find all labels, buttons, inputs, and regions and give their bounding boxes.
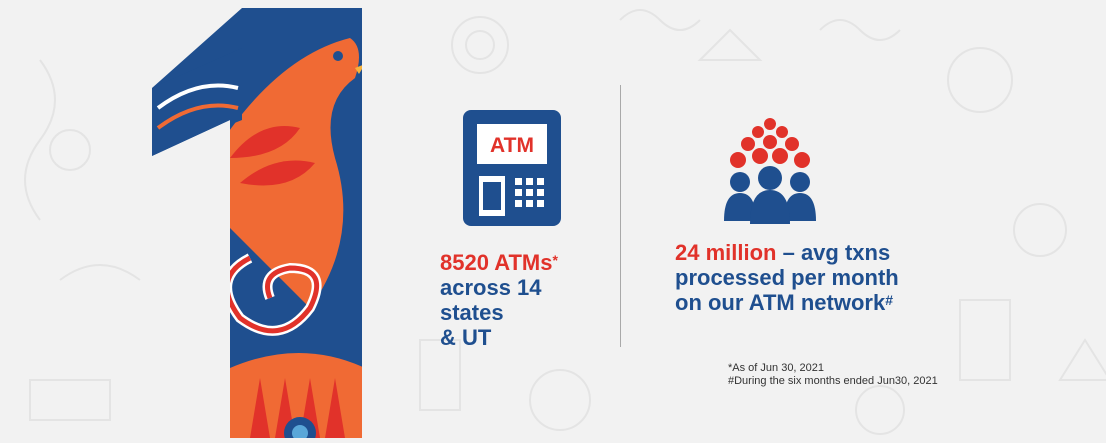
atm-machine-icon: ATM (463, 110, 561, 226)
transactions-stat: 24 million – avg txns processed per mont… (675, 240, 915, 315)
people-crowd-icon (724, 118, 816, 224)
transactions-footnote-mark: # (885, 292, 893, 308)
atm-count-highlight: 8520 ATMs (440, 250, 553, 275)
atm-count-stat: 8520 ATMs* across 14 states & UT (440, 250, 610, 350)
footnote-as-of: *As of Jun 30, 2021 (728, 362, 825, 374)
footnotes: *As of Jun 30, 2021 #During the six mont… (728, 362, 938, 388)
atm-coverage-line1: across 14 states (440, 275, 542, 325)
transactions-line2: processed per month (675, 265, 899, 290)
section-divider (620, 85, 621, 347)
atm-count-footnote-mark: * (552, 252, 558, 268)
atm-icon-label: ATM (490, 134, 534, 157)
footnote-period: #During the six months ended Jun30, 2021 (728, 375, 938, 387)
transactions-highlight: 24 million (675, 240, 777, 265)
atm-coverage-line2: & UT (440, 325, 492, 350)
transactions-line1-rest: – avg txns (776, 240, 891, 265)
transactions-line3: on our ATM network (675, 290, 886, 315)
numeral-one-artwork (152, 8, 362, 438)
